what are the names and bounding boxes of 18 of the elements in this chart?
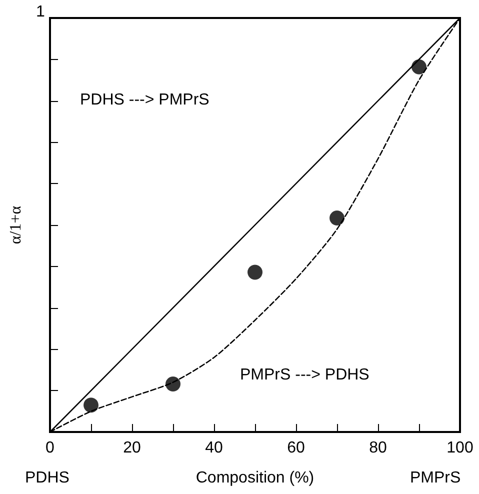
x-tick-label: 100 — [446, 440, 474, 456]
x-tick-label: 60 — [287, 440, 305, 456]
x-tick-label: 40 — [205, 440, 223, 456]
point — [166, 376, 180, 392]
x-tick-label: 80 — [369, 440, 387, 456]
point — [412, 59, 426, 74]
text: PMPrS — [410, 470, 461, 486]
point — [84, 398, 98, 413]
y-axis-title: α/1+α — [8, 205, 24, 244]
annotation: PDHS ---> PMPrS — [80, 92, 210, 108]
annotation: PMPrS ---> PDHS — [240, 366, 370, 384]
point — [330, 210, 344, 226]
text: 1 — [36, 4, 45, 20]
text: PDHS — [25, 470, 70, 486]
point — [248, 264, 262, 280]
x-tick-label: 0 — [46, 440, 55, 456]
x-axis-title: Composition (%) — [196, 470, 314, 486]
x-tick-label: 20 — [123, 440, 141, 456]
